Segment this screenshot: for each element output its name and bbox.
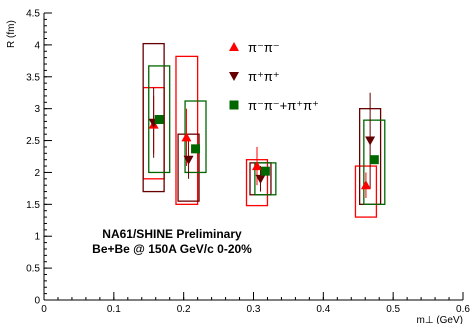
y-tick-label: 1: [34, 232, 40, 243]
x-tick-label: 0.1: [107, 304, 121, 315]
legend-label-2: π⁺π⁺: [248, 69, 280, 84]
legend-marker-2: [229, 72, 239, 81]
marker-series3-point2: [191, 144, 201, 154]
y-tick-label: 1.5: [26, 200, 40, 211]
x-tick-label: 0.5: [386, 304, 400, 315]
marker-series2-point3: [255, 174, 266, 184]
markers-layer: [148, 115, 379, 190]
legend-marker-3: [229, 100, 239, 110]
sys-box-series2-point1: [142, 42, 165, 193]
y-tick-label: 0.5: [26, 264, 40, 275]
y-tick-label: 0: [34, 296, 40, 307]
x-tick-label: 0.2: [177, 304, 191, 315]
y-tick-label: 4: [34, 40, 40, 51]
y-tick-label: 3.5: [26, 72, 40, 83]
x-tick-label: 0: [41, 304, 47, 315]
y-axis-title: R (fm): [6, 20, 17, 48]
annotation-line-1: NA61/SHINE Preliminary: [102, 227, 242, 241]
x-tick-label: 0.3: [247, 304, 261, 315]
sys-box-series2-point2: [177, 133, 200, 202]
axes-layer: 0 0.1 0.2 0.3 0.4 0.5 0.6 0 0.5 1 1.5 2 2.5 3 3.5 4 4.5: [26, 9, 470, 316]
x-tick-label: 0.4: [316, 304, 330, 315]
annotation-line-2: Be+Be @ 150A GeV/c 0-20%: [92, 242, 252, 256]
sys-box-series3-point3: [254, 162, 277, 196]
marker-series3-point4: [369, 155, 379, 165]
x-axis-title: m⊥ (GeV): [417, 315, 464, 324]
y-tick-label: 2: [34, 168, 40, 179]
sys-box-series1-point4: [354, 165, 378, 218]
systematic-boxes-layer: [142, 42, 386, 218]
sys-box-series3-point1: [148, 65, 171, 174]
marker-series1-point2: [181, 132, 192, 142]
y-tick-label: 3: [34, 104, 40, 115]
marker-series3-point1: [154, 115, 164, 125]
y-tick-label: 4.5: [26, 9, 40, 20]
legend: π⁻π⁻ π⁺π⁺ π⁻π⁻+π⁺π⁺: [229, 40, 319, 113]
marker-series1-point3: [251, 161, 262, 171]
sys-box-series1-point2: [175, 55, 199, 205]
marker-series1-point4: [360, 180, 371, 190]
y-tick-label: 2.5: [26, 136, 40, 147]
marker-series2-point4: [365, 136, 376, 146]
legend-marker-1: [229, 42, 239, 51]
marker-series2-point2: [183, 155, 194, 165]
legend-label-1: π⁻π⁻: [248, 40, 280, 55]
sys-box-series3-point4: [363, 119, 386, 205]
marker-series3-point3: [260, 166, 270, 176]
x-tick-label: 0.6: [456, 304, 470, 315]
legend-label-3: π⁻π⁻+π⁺π⁺: [248, 98, 319, 113]
